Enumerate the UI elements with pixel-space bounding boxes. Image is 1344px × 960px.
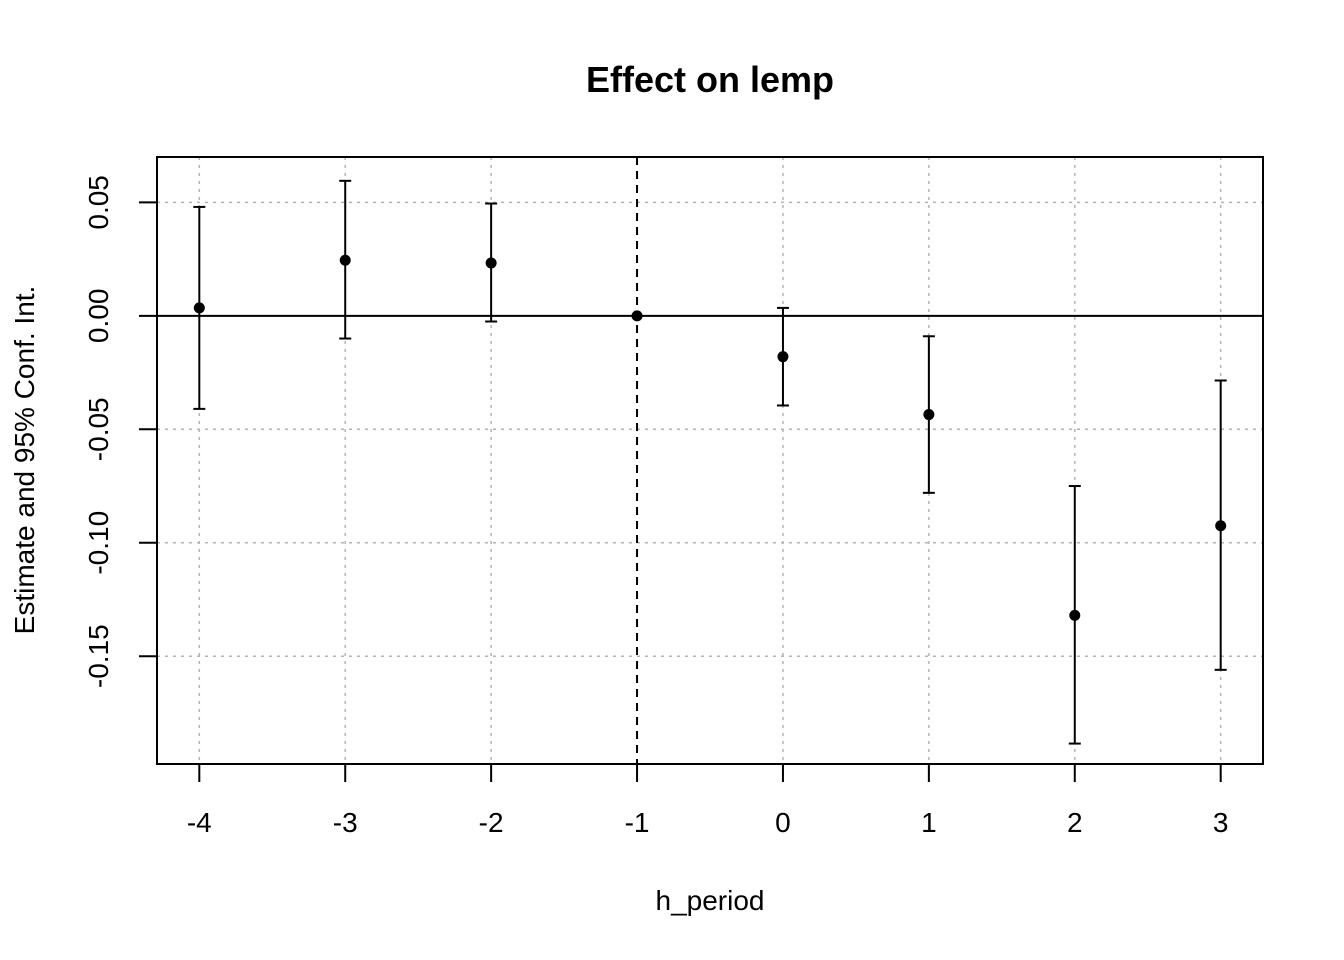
y-axis: 0.05 0.00 -0.05 -0.10 -0.15 [83,175,157,688]
estimate-point [1069,609,1081,621]
x-axis-label: h_period [656,885,765,916]
estimate-point [193,302,205,314]
plot-box [156,156,1264,765]
y-tick-label: -0.10 [83,511,114,575]
x-tick-label: -1 [625,807,650,838]
x-tick-label: 3 [1213,807,1229,838]
estimate-point [631,310,643,322]
x-tick-label: -2 [479,807,504,838]
x-tick-label: 2 [1067,807,1083,838]
y-tick-label: -0.15 [83,624,114,688]
reference-lines [157,157,1263,764]
y-tick-label: -0.05 [83,397,114,461]
grid [157,157,1263,764]
data-series [193,179,1227,745]
estimate-point [923,409,935,421]
y-tick-label: 0.00 [83,289,114,344]
x-tick-label: 1 [921,807,937,838]
x-axis: -4 -3 -2 -1 0 1 2 3 [187,764,1229,838]
estimate-point [339,254,351,266]
y-tick-label: 0.05 [83,175,114,230]
estimate-point [1215,520,1227,532]
estimate-point [777,351,789,363]
y-axis-label: Estimate and 95% Conf. Int. [9,286,40,635]
x-tick-label: -4 [187,807,212,838]
x-tick-label: 0 [775,807,791,838]
chart-title: Effect on lemp [586,59,834,100]
x-tick-label: -3 [333,807,358,838]
estimate-point [485,257,497,269]
